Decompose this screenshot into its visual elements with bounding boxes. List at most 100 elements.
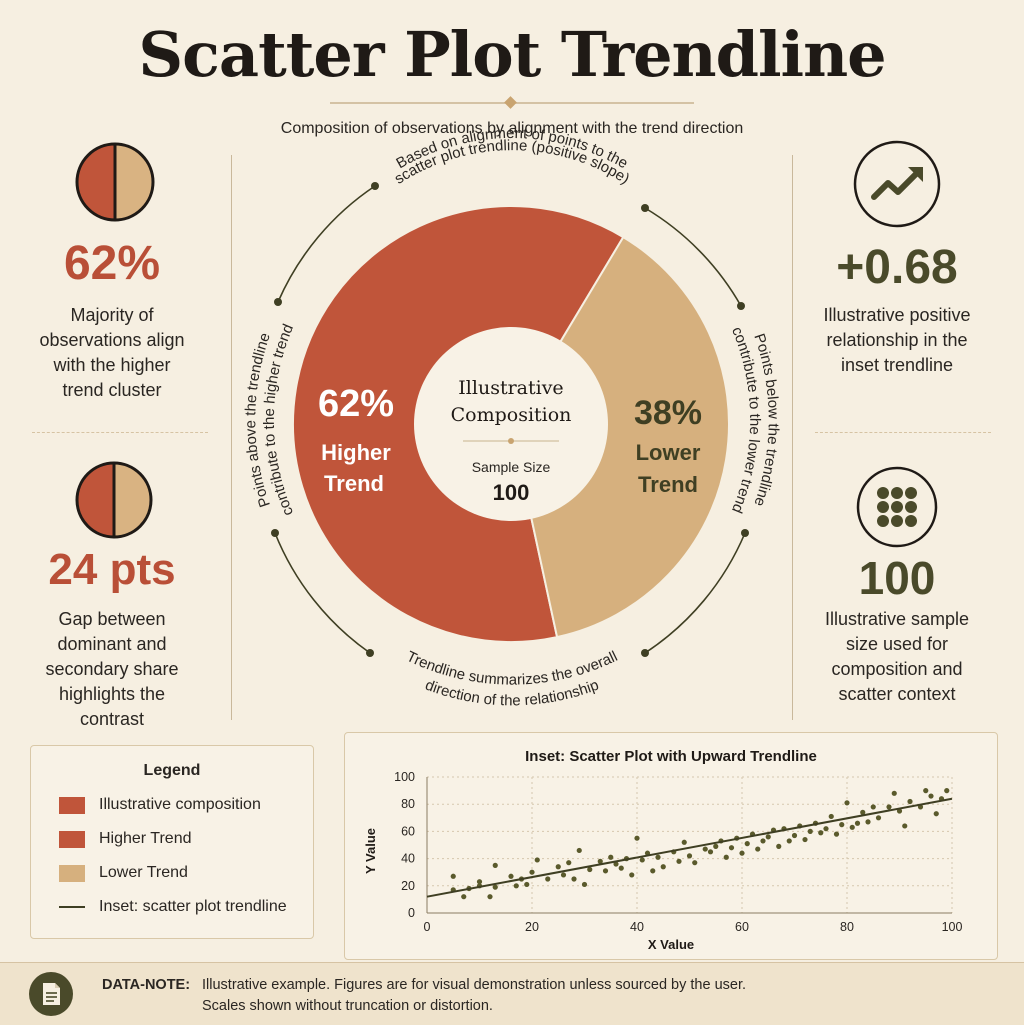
legend-label: Higher Trend — [99, 830, 192, 847]
slice-label-lower-pct: 38% — [634, 394, 702, 432]
scatter-point — [728, 845, 735, 851]
scatter-point — [702, 846, 708, 852]
scatter-title: Inset: Scatter Plot with Upward Trendlin… — [525, 748, 817, 765]
scatter-point — [723, 854, 729, 860]
scatter-point — [839, 822, 845, 828]
footer-bar: DATA-NOTE: Illustrative example. Figures… — [0, 962, 1024, 1025]
scatter-point — [545, 876, 551, 882]
pie-half-icon — [75, 461, 153, 539]
scatter-point — [602, 868, 609, 874]
scatter-point — [933, 811, 939, 817]
scatter-point — [492, 884, 498, 890]
scatter-point — [923, 788, 929, 794]
scatter-trendline — [426, 797, 953, 898]
x-tick-label: 100 — [942, 920, 963, 934]
x-tick-label: 80 — [840, 920, 854, 934]
donut-center-title-2: Composition — [451, 404, 572, 426]
left-divider — [231, 155, 232, 720]
stat-correlation-desc: Illustrative positive relationship in th… — [823, 305, 971, 375]
slice-label-higher-name-2: Trend — [324, 471, 384, 496]
scatter-point — [508, 873, 514, 879]
legend-item-trendline: Inset: scatter plot trendline — [59, 896, 287, 918]
scatter-point — [571, 876, 577, 882]
stat-gap-desc: Gap between dominant and secondary share… — [45, 609, 179, 729]
scatter-point — [566, 860, 572, 866]
scatter-point — [686, 853, 693, 859]
legend-label: Illustrative composition — [99, 796, 261, 813]
scatter-point — [634, 835, 640, 841]
slice-label-lower-name-2: Trend — [638, 472, 698, 497]
scatter-point — [760, 838, 766, 844]
scatter-point — [581, 881, 588, 888]
x-tick-label: 20 — [525, 920, 539, 934]
scatter-point — [865, 819, 871, 825]
y-tick-label: 40 — [401, 852, 415, 866]
scatter-point — [524, 881, 530, 888]
scatter-point — [676, 858, 682, 864]
scatter-point — [587, 866, 593, 873]
scatter-point — [928, 793, 934, 799]
donut-hole — [414, 327, 608, 521]
scatter-point — [534, 857, 540, 863]
slice-label-higher-pct: 62% — [318, 383, 394, 425]
document-icon — [29, 972, 73, 1016]
donut-center-title-1: Illustrative — [458, 377, 563, 399]
scatter-point — [854, 820, 861, 826]
y-tick-label: 60 — [401, 824, 415, 838]
scatter-point — [529, 869, 535, 875]
y-tick-label: 0 — [408, 906, 415, 920]
stat-gap-value: 24 pts — [48, 545, 176, 594]
donut-chart: Based on alignment of points to the scat… — [242, 125, 782, 709]
scatter-point — [844, 800, 850, 806]
scatter-point — [833, 831, 840, 837]
scatter-point — [513, 883, 519, 889]
scatter-point — [618, 865, 624, 871]
legend-panel: Legend Illustrative composition Higher T… — [30, 745, 314, 939]
page-subtitle: Composition of observations by alignment… — [280, 120, 744, 137]
scatter-point — [765, 834, 771, 840]
scatter-point — [944, 788, 950, 794]
y-tick-label: 80 — [401, 797, 415, 811]
legend-swatch — [59, 864, 85, 882]
slice-label-higher-name-1: Higher — [321, 440, 391, 465]
scatter-point — [576, 847, 582, 854]
legend-item-higher: Higher Trend — [59, 828, 192, 850]
scatter-point — [713, 843, 719, 849]
scatter-point — [776, 843, 782, 849]
scatter-point — [707, 849, 714, 855]
scatter-point — [629, 872, 635, 878]
stat-sample-desc: Illustrative sample size used for compos… — [824, 609, 970, 704]
trend-up-arrow-icon — [853, 140, 941, 228]
scatter-chart: Inset: Scatter Plot with Upward Trendlin… — [363, 748, 963, 952]
scatter-point — [891, 790, 897, 796]
legend-item-lower: Lower Trend — [59, 862, 188, 884]
scatter-point — [487, 894, 493, 900]
scatter-point — [461, 894, 467, 900]
scatter-point — [476, 879, 483, 885]
y-tick-label: 20 — [401, 879, 415, 893]
data-note-text: Illustrative example. Figures are for vi… — [202, 977, 747, 1014]
scatter-point — [555, 864, 561, 870]
scatter-point — [902, 823, 908, 829]
scatter-point — [860, 809, 866, 815]
data-note-label: DATA-NOTE: — [102, 977, 191, 993]
scatter-point — [739, 850, 745, 856]
legend-title: Legend — [143, 762, 201, 779]
donut-sample-label: Sample Size — [472, 459, 551, 475]
scatter-point — [608, 854, 614, 860]
stat-sample-value: 100 — [858, 552, 936, 604]
legend-item-composition: Illustrative composition — [59, 794, 261, 816]
slice-label-lower-name-1: Lower — [636, 440, 701, 465]
scatter-point — [744, 841, 750, 847]
scatter-point — [849, 824, 855, 830]
scatter-point — [828, 813, 834, 820]
scatter-point — [755, 846, 761, 852]
scatter-point — [597, 858, 603, 864]
stat-correlation-value: +0.68 — [836, 241, 958, 294]
scatter-point — [660, 864, 666, 870]
scatter-point — [786, 838, 792, 844]
scatter-point — [791, 832, 798, 839]
scatter-point — [492, 862, 498, 868]
scatter-point — [875, 815, 882, 821]
legend-label: Inset: scatter plot trendline — [99, 898, 287, 915]
